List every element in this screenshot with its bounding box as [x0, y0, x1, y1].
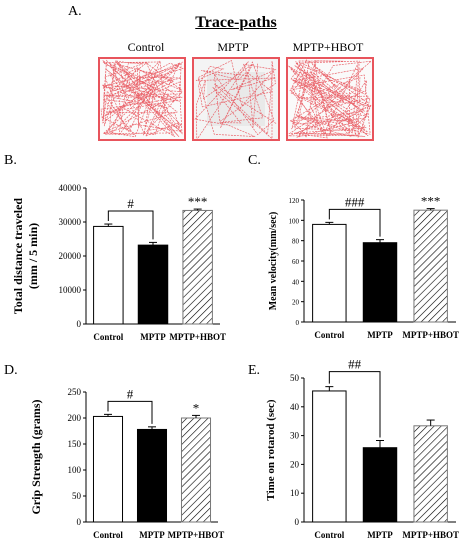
- y-axis-label: Grip Strength (grams): [29, 399, 43, 514]
- y-tick-label: 120: [289, 197, 300, 205]
- error-bar: [376, 239, 384, 246]
- x-tick-label: MPTP+HBOT: [402, 530, 459, 540]
- y-tick-label: 0: [77, 517, 82, 527]
- y-tick-label: 150: [68, 439, 82, 449]
- bar-control: [312, 223, 347, 323]
- error-bar: [376, 439, 384, 455]
- y-tick-label: 0: [296, 319, 300, 327]
- chart-rotarod: E. Time on rotarod (sec) 0 10 20 30 40 50 Contro…: [248, 357, 459, 540]
- significance-bracket: [107, 400, 153, 424]
- y-tick-label: 250: [68, 387, 82, 397]
- x-tick-label: MPTP+HBOT: [168, 530, 225, 540]
- y-tick-label: 100: [289, 217, 300, 225]
- y-tick-label: 30000: [59, 217, 82, 227]
- significance-mark: #: [127, 386, 134, 401]
- x-tick-label: Control: [314, 330, 344, 340]
- x-tick-label: MPTP: [140, 332, 166, 342]
- y-tick-label: 0: [77, 319, 82, 329]
- x-tick-label: MPTP: [367, 530, 393, 540]
- significance-mark: #: [127, 196, 134, 211]
- error-bar: [104, 223, 113, 227]
- y-axis-label: Total distance traveled(mm / 5 min): [11, 198, 40, 315]
- bar-control: [92, 415, 124, 523]
- y-tick-label: 60: [292, 258, 300, 266]
- bar-mptp-hbot: [180, 417, 212, 523]
- significance-mark: ***: [188, 194, 208, 209]
- y-tick-label: 0: [295, 517, 300, 527]
- y-tick-label: 20: [292, 299, 300, 307]
- panel-a-letter: A.: [68, 4, 82, 19]
- significance-mark: ***: [421, 194, 441, 209]
- y-tick-label: 200: [68, 413, 82, 423]
- y-tick-label: 30: [290, 431, 300, 441]
- significance-mark: *: [193, 400, 200, 415]
- error-bar: [148, 426, 156, 433]
- significance-bracket: [107, 210, 154, 240]
- y-tick-label: 40000: [59, 183, 82, 193]
- bar-mptp: [362, 242, 398, 323]
- panel-a-title: Trace-paths: [195, 14, 277, 31]
- panel-letter: B.: [4, 153, 17, 168]
- error-bar: [193, 208, 202, 211]
- x-tick-label: MPTP+HBOT: [402, 330, 459, 340]
- y-tick-label: 40: [290, 402, 300, 412]
- x-tick-label: Control: [93, 530, 123, 540]
- y-axis-label: Mean velocity(mm/sec): [268, 212, 279, 311]
- bar-mptp-hbot: [413, 425, 448, 523]
- trace-box: [192, 57, 280, 142]
- error-bar: [192, 414, 200, 418]
- trace-label-mptp: MPTP: [217, 40, 249, 54]
- error-bar: [426, 419, 435, 426]
- y-tick-label: 40: [292, 278, 300, 286]
- bar-control: [312, 390, 347, 523]
- error-bar: [325, 221, 334, 225]
- error-bar: [104, 413, 112, 417]
- chart-grip-strength: D. Grip Strength (grams) 0 50 100 150 200 250 Co…: [4, 363, 225, 540]
- x-tick-label: Control: [93, 332, 123, 342]
- bar-mptp: [136, 428, 168, 523]
- x-tick-label: MPTP: [367, 330, 393, 340]
- panel-letter: D.: [4, 363, 18, 378]
- trace-label-control: Control: [127, 40, 165, 54]
- y-tick-label: 80: [292, 238, 300, 246]
- panel-letter: C.: [248, 153, 261, 168]
- error-bar: [149, 241, 157, 248]
- x-tick-label: Control: [314, 530, 344, 540]
- y-tick-label: 10: [290, 488, 300, 498]
- bar-mptp: [137, 244, 169, 325]
- error-bar: [426, 208, 435, 211]
- x-tick-label: MPTP: [139, 530, 165, 540]
- significance-bracket: [328, 371, 381, 438]
- y-axis-label: Time on rotarod (sec): [265, 399, 277, 500]
- significance-bracket: [328, 208, 381, 237]
- x-tick-label: MPTP+HBOT: [169, 332, 226, 342]
- bar-mptp-hbot: [413, 209, 448, 323]
- y-tick-label: 10000: [59, 285, 82, 295]
- y-tick-label: 20000: [59, 251, 82, 261]
- significance-mark: ###: [345, 194, 365, 209]
- error-bar: [325, 386, 334, 391]
- bar-mptp: [362, 447, 398, 523]
- trace-box: [98, 57, 186, 141]
- y-tick-label: 50: [72, 491, 82, 501]
- trace-box: [286, 57, 374, 141]
- y-tick-label: 100: [68, 465, 82, 475]
- bar-control: [93, 225, 124, 325]
- significance-mark: ##: [348, 357, 362, 372]
- trace-paths: [98, 57, 374, 142]
- bar-mptp-hbot: [182, 209, 213, 325]
- chart-mean-velocity: C. Mean velocity(mm/sec) 0 20 40 60 80 100 120 Co…: [248, 153, 459, 340]
- panel-letter: E.: [248, 363, 260, 378]
- chart-total-distance: B. Total distance traveled(mm / 5 min) 0 10…: [4, 153, 226, 342]
- trace-label-mptp-hbot: MPTP+HBOT: [292, 40, 364, 54]
- y-tick-label: 50: [290, 373, 300, 383]
- y-tick-label: 20: [290, 459, 300, 469]
